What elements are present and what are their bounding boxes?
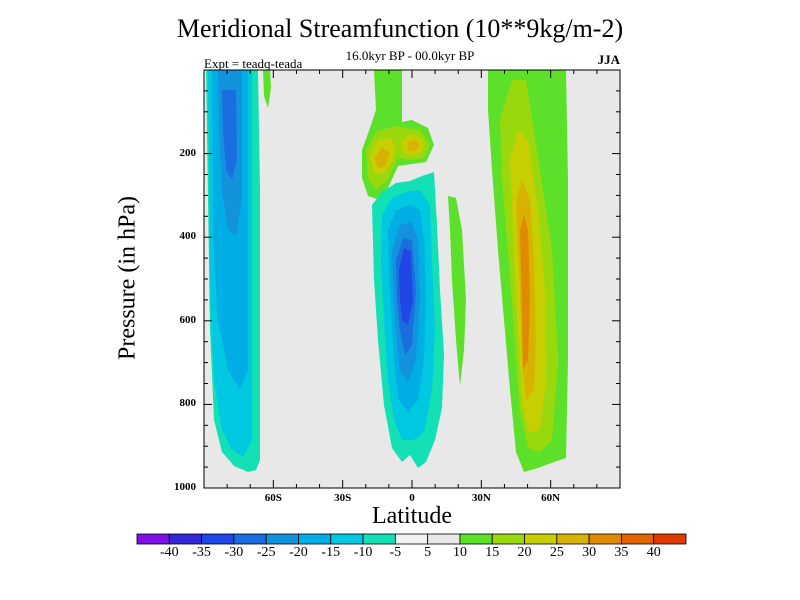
colorbar-box: [621, 533, 655, 545]
colorbar-level-label: 5: [424, 545, 432, 560]
contour-upper-tropics-peak: [374, 148, 390, 168]
y-axis-label-text: Pressure (in hPa): [114, 196, 141, 360]
colorbar-level-label: -20: [289, 545, 308, 560]
colorbar-level-label: 15: [485, 545, 500, 560]
colorbar-box: [653, 533, 687, 545]
colorbar-box: [427, 533, 461, 545]
contour-tropical-cell-core: [399, 248, 413, 325]
experiment-label: Expt = teadq-teada: [204, 56, 303, 71]
colorbar-level-label: 20: [517, 545, 532, 560]
colorbar: [136, 533, 687, 545]
colorbar-level-label: -30: [224, 545, 244, 560]
chart-subtitle: 16.0kyr BP - 00.0kyr BP: [345, 48, 475, 63]
colorbar-box: [588, 533, 622, 545]
y-tick-label: 600: [179, 313, 197, 326]
colorbar-box: [459, 533, 493, 545]
x-tick-label: 0: [409, 492, 415, 504]
colorbar-box: [362, 533, 396, 545]
x-axis-label: Latitude: [372, 503, 452, 529]
colorbar-box: [201, 533, 235, 545]
colorbar-box: [298, 533, 332, 545]
y-axis-ticks: [204, 90, 620, 468]
colorbar-level-label: -10: [353, 545, 373, 560]
colorbar-level-label: 25: [549, 545, 564, 560]
colorbar-box: [394, 533, 429, 545]
x-tick-label: 30N: [471, 492, 491, 504]
colorbar-box: [233, 533, 267, 545]
chart-title: Meridional Streamfunction (10**9kg/m-2): [176, 14, 624, 43]
contour-nh-small-green: [448, 196, 466, 386]
colorbar-level-label: -35: [192, 545, 211, 560]
x-tick-label: 30S: [334, 492, 352, 504]
colorbar-level-label: -40: [159, 545, 179, 560]
colorbar-box: [136, 533, 170, 545]
season-label: JJA: [597, 52, 620, 67]
colorbar-level-label: -25: [256, 545, 276, 560]
colorbar-level-label: 35: [614, 545, 629, 560]
contour-nh-cell-25: [520, 214, 530, 370]
colorbar-box: [168, 533, 202, 545]
y-tick-label: 1000: [174, 481, 196, 493]
colorbar-level-label: -5: [389, 545, 402, 560]
colorbar-box: [265, 533, 299, 545]
colorbar-box: [491, 533, 525, 545]
colorbar-level-label: 10: [452, 545, 467, 560]
x-tick-label: 60N: [541, 492, 561, 504]
y-tick-label: 400: [179, 230, 197, 243]
contour-sh-cell-peak: [222, 90, 237, 180]
colorbar-box: [556, 533, 590, 545]
y-tick-label: 800: [179, 397, 197, 410]
colorbar-box: [524, 533, 558, 545]
y-tick-label: 200: [179, 146, 197, 159]
contour-fills: [206, 70, 568, 472]
colorbar-level-label: 30: [582, 545, 597, 560]
colorbar-level-label: -15: [321, 545, 341, 560]
contour-upper-tropics-peak2: [408, 140, 420, 152]
colorbar-box: [330, 533, 364, 545]
x-tick-label: 60S: [264, 492, 282, 504]
contour-sh-small-green: [263, 70, 271, 108]
x-axis-ticks: [226, 70, 598, 488]
colorbar-level-label: 40: [646, 545, 661, 560]
